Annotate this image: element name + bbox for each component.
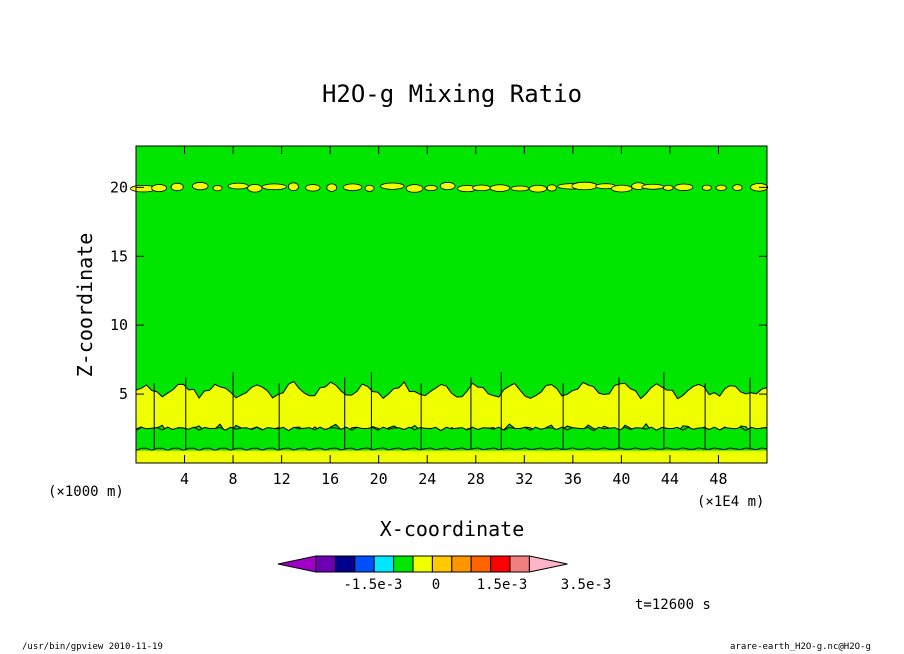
- x-tick-label: 40: [612, 470, 630, 488]
- patch-blob: [261, 183, 287, 191]
- colorbar-cell: [373, 555, 395, 573]
- patch-blob: [546, 184, 557, 192]
- x-tick-label: 48: [709, 470, 727, 488]
- patch-blob: [674, 183, 694, 191]
- patch-blob: [662, 184, 674, 191]
- colorbar-cell: [334, 555, 356, 573]
- y-tick-label: 20: [110, 178, 128, 196]
- patch-blob: [326, 183, 338, 192]
- colorbar-label: 3.5e-3: [561, 577, 612, 593]
- colorbar-arrow-left: [277, 555, 317, 573]
- colorbar-label: -1.5e-3: [343, 577, 402, 593]
- y-tick-label: 10: [110, 316, 128, 334]
- colorbar-cell: [490, 555, 511, 573]
- colorbar-label: 1.5e-3: [477, 577, 528, 593]
- x-tick-label: 16: [321, 470, 339, 488]
- footer-right: arare-earth_H2O-g.nc@H2O-g: [730, 642, 871, 652]
- x-tick-label: 44: [661, 470, 679, 488]
- x-tick-label: 32: [515, 470, 533, 488]
- time-label: t=12600 s: [635, 597, 711, 613]
- colorbar-cell: [354, 555, 375, 573]
- patch-blob: [732, 184, 743, 191]
- x-tick-label: 12: [273, 470, 291, 488]
- x-tick-label: 36: [564, 470, 582, 488]
- patch-blob: [405, 184, 424, 193]
- patch-blob: [715, 184, 727, 191]
- x-axis-unit-right: (×1E4 m): [697, 494, 764, 510]
- patch-blob: [439, 181, 456, 191]
- x-axis-label: X-coordinate: [380, 517, 525, 541]
- colorbar-cell: [509, 555, 530, 573]
- patch-blob: [641, 183, 665, 190]
- x-tick-label: 8: [229, 470, 238, 488]
- colorbar-cell: [431, 555, 453, 573]
- x-axis-unit-left: (×1000 m): [48, 484, 124, 500]
- x-tick-label: 24: [418, 470, 436, 488]
- patch-blob: [571, 181, 598, 191]
- patch-blob: [342, 183, 363, 192]
- layer-lower-green: [135, 426, 768, 452]
- chart-title: H2O-g Mixing Ratio: [322, 80, 582, 108]
- x-axis: 4 8 12 16 20 24 28 32 36 40 44 48: [180, 146, 727, 488]
- patch-blob: [424, 185, 438, 192]
- colorbar-cell: [315, 555, 336, 573]
- plot-area: [129, 145, 769, 464]
- plot-frame: [135, 145, 768, 464]
- colorbar-cell: [393, 555, 414, 573]
- patch-blob: [489, 184, 511, 192]
- x-tick-label: 28: [467, 470, 485, 488]
- y-tick-label: 5: [119, 385, 128, 403]
- patch-blob: [287, 182, 299, 192]
- colorbar-arrow-right: [528, 555, 568, 573]
- y-tick-label: 15: [110, 247, 128, 265]
- colorbar: -1.5e-3 0 1.5e-3 3.5e-3: [277, 555, 612, 593]
- footer-left: /usr/bin/gpview 2010-11-19: [22, 642, 163, 652]
- colorbar-label: 0: [432, 577, 440, 593]
- colorbar-cell: [470, 555, 492, 573]
- patch-blob: [151, 184, 167, 193]
- patch-blob: [192, 182, 209, 191]
- patch-blob: [305, 184, 321, 192]
- x-tick-label: 4: [180, 470, 189, 488]
- patch-blob: [364, 184, 375, 192]
- colorbar-cell: [451, 555, 472, 573]
- patch-blob: [227, 182, 249, 190]
- patch-blob: [170, 182, 184, 192]
- y-axis: 5 10 15 20: [110, 178, 767, 403]
- patch-blob: [472, 184, 491, 192]
- y-axis-label: Z-coordinate: [73, 233, 97, 378]
- patch-blob: [247, 184, 263, 193]
- patch-blob: [610, 184, 633, 193]
- patch-blob: [380, 182, 405, 190]
- patch-blob: [510, 185, 530, 192]
- patch-blob: [212, 185, 223, 192]
- layer-bottom-yellow: [136, 450, 767, 463]
- patch-blob: [528, 184, 548, 193]
- x-tick-label: 20: [370, 470, 388, 488]
- patch-blob: [701, 184, 712, 191]
- colorbar-cell: [412, 555, 433, 573]
